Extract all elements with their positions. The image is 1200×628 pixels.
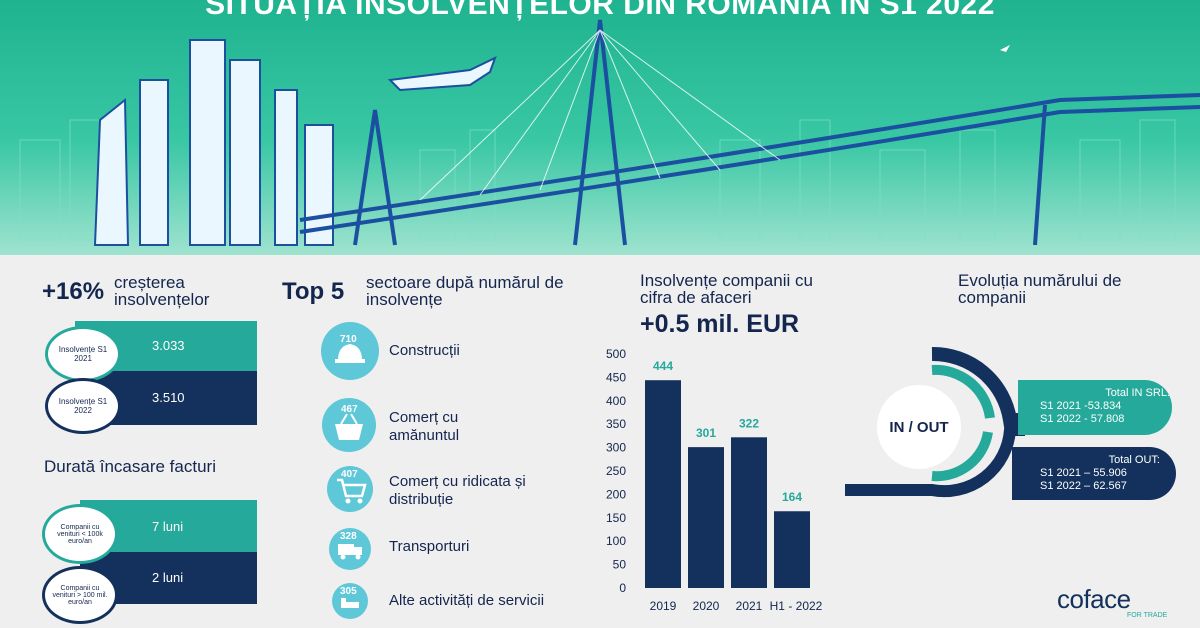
y-tick-label: 500 (606, 347, 626, 361)
y-tick-label: 100 (606, 534, 626, 548)
in-box-line1: S1 2021 -53.834 (1040, 400, 1122, 412)
growth-row-1-label: Insolvențe S1 2021 (45, 326, 121, 382)
growth-caption: creșterea insolvențelor (114, 273, 210, 309)
sector-2-count: 467 (341, 404, 358, 415)
brand-tagline: FOR TRADE (1127, 612, 1168, 619)
chart-subtitle: +0.5 mil. EUR (640, 310, 800, 338)
out-box-title: Total OUT: (1108, 454, 1160, 466)
helmet-icon (321, 322, 379, 380)
y-tick-label: 250 (606, 464, 626, 478)
truck-icon (329, 528, 371, 570)
sector-4-count: 328 (340, 531, 357, 542)
sectors-caption: sectoare după numărul de insolvențe (366, 273, 564, 309)
growth-row-2-label: Insolvențe S1 2022 (45, 378, 121, 434)
cart-icon (327, 466, 373, 512)
collection-row-1-label: Companii cu venituri < 100k euro/an (42, 504, 118, 564)
bed-icon (332, 583, 368, 619)
out-box-line2: S1 2022 – 62.567 (1040, 480, 1127, 492)
x-tick-label: 2019 (650, 599, 677, 613)
page-title: SITUAȚIA INSOLVENȚELOR DIN ROMÂNIA ÎN S1… (205, 0, 995, 21)
sector-5-label: Alte activități de servicii (389, 592, 545, 609)
brand-logo: coface (1057, 584, 1131, 614)
bar-value-label: 164 (782, 490, 802, 504)
out-box (1012, 447, 1176, 500)
in-box-line2: S1 2022 - 57.808 (1040, 413, 1125, 425)
sector-1-label: Construcții (389, 342, 460, 359)
bar-value-label: 444 (653, 359, 673, 373)
y-tick-label: 450 (606, 370, 626, 384)
collection-row-2-label: Companii cu venituri > 100 mil. euro/an (42, 566, 118, 624)
y-tick-label: 350 (606, 417, 626, 431)
sector-4-label: Transporturi (389, 538, 470, 555)
sector-3-count: 407 (341, 469, 358, 480)
bar-chart: 0 50 100 150 200 250 300 350 400 450 500 444 2019 301… (606, 347, 823, 613)
x-tick-label: H1 - 2022 (770, 599, 823, 613)
sector-2-label: Comerț cu amănuntul (389, 409, 460, 444)
sectors-headline: Top 5 (282, 278, 345, 305)
y-tick-label: 150 (606, 511, 626, 525)
city-bridge-illustration (19, 19, 1200, 246)
in-out-badge: IN / OUT (877, 385, 961, 469)
bar (774, 511, 810, 588)
chart-title: Insolvențe companii cu cifra de afaceri (640, 271, 813, 307)
y-tick-label: 300 (606, 441, 626, 455)
basket-icon (322, 398, 376, 452)
y-tick-label: 50 (613, 558, 627, 572)
bar (688, 447, 724, 588)
evolution-title: Evoluția numărului de companii (958, 271, 1122, 307)
y-tick-label: 400 (606, 394, 626, 408)
out-box-line1: S1 2021 – 55.906 (1040, 467, 1127, 479)
y-tick-label: 0 (619, 581, 626, 595)
in-box (1018, 380, 1172, 435)
sector-5-count: 305 (340, 586, 357, 597)
bar-value-label: 322 (739, 416, 759, 430)
x-tick-label: 2021 (736, 599, 763, 613)
growth-headline: +16% (42, 278, 105, 305)
growth-row-1-value: 3.033 (152, 338, 185, 353)
growth-row-2-value: 3.510 (152, 390, 185, 405)
sector-1-count: 710 (340, 334, 357, 345)
collection-row-2-value: 2 luni (152, 570, 184, 585)
sector-3-label: Comerț cu ridicata și distribuție (389, 473, 526, 508)
bar (645, 380, 681, 588)
y-tick-label: 200 (606, 487, 626, 501)
collection-row-1-value: 7 luni (152, 519, 184, 534)
in-box-title: Total IN SRL: (1105, 387, 1170, 399)
evolution-arcs (845, 346, 1030, 498)
hero-banner: SITUAȚIA INSOLVENȚELOR DIN ROMÂNIA ÎN S1… (0, 0, 1200, 255)
bar (731, 437, 767, 588)
bar-value-label: 301 (696, 426, 716, 440)
collection-title: Durată încasare facturi (44, 457, 216, 476)
x-tick-label: 2020 (693, 599, 720, 613)
